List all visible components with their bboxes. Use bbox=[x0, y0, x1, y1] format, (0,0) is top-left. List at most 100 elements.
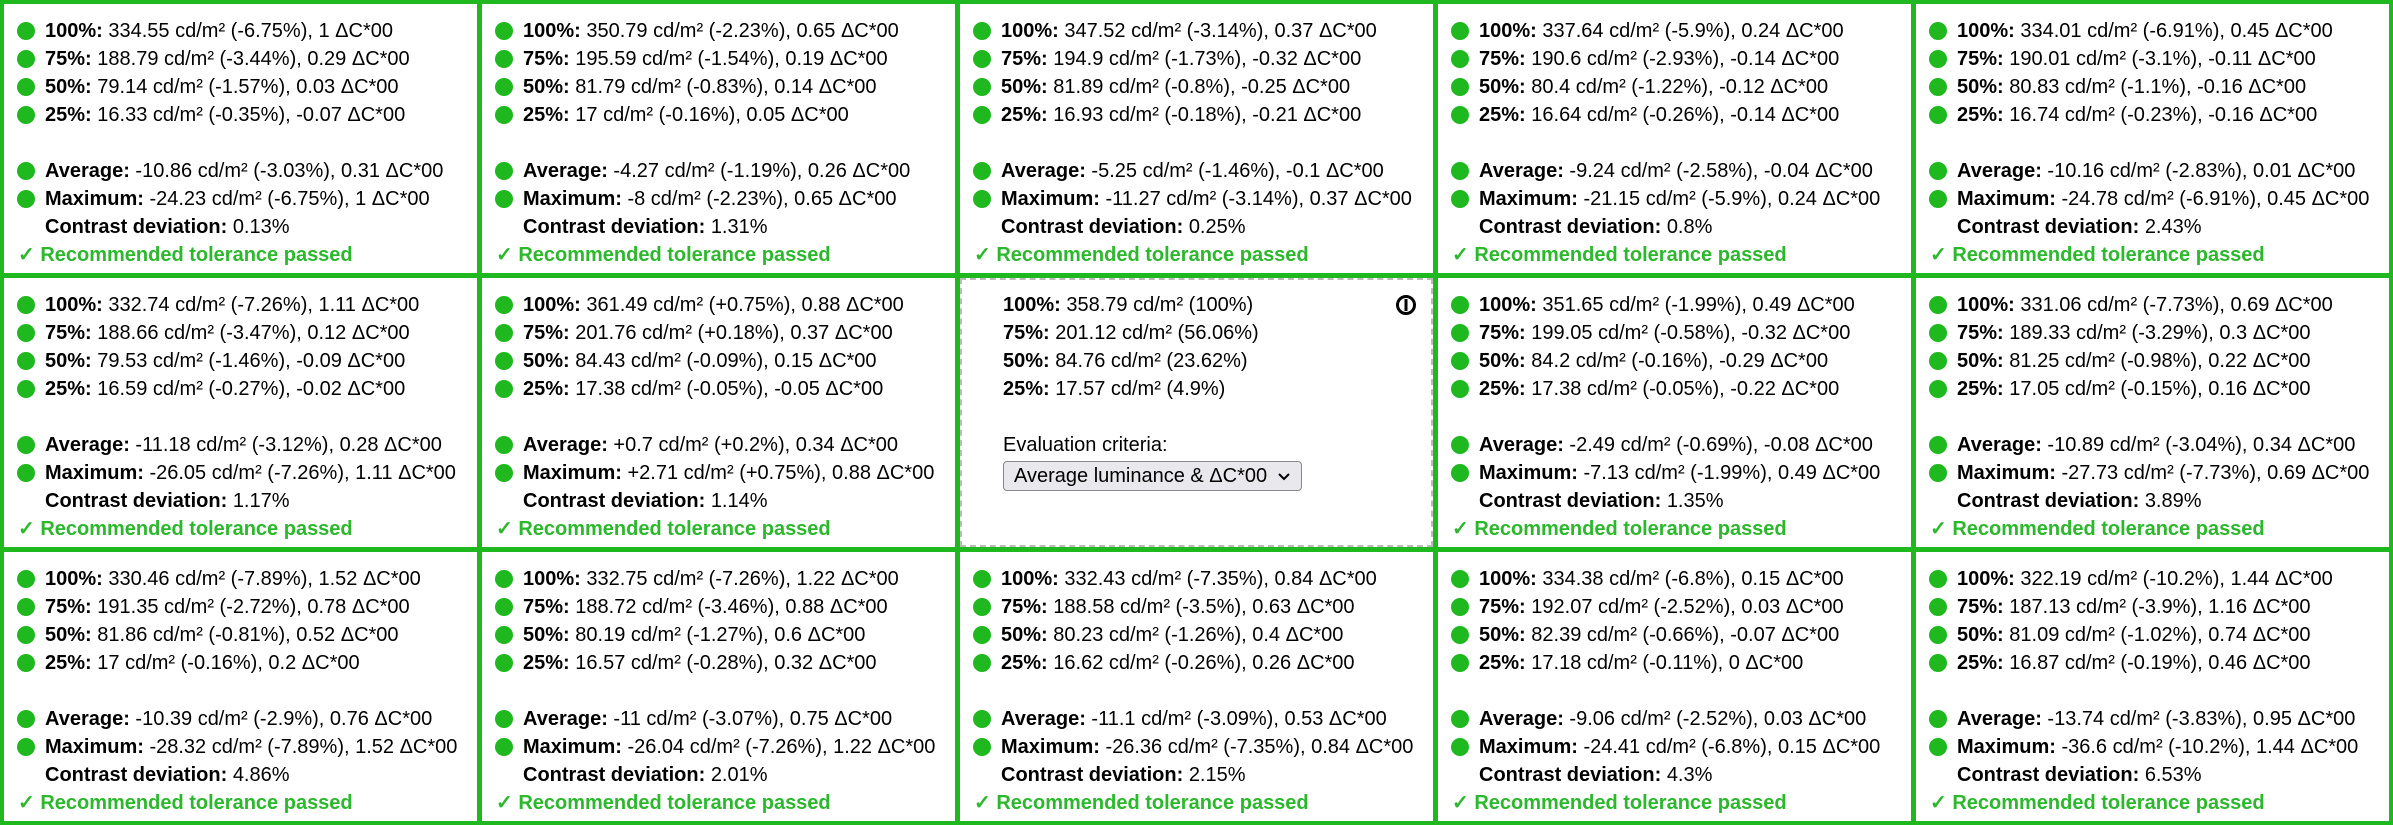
spacer bbox=[4, 403, 477, 431]
status-dot bbox=[1451, 106, 1469, 124]
label: Average: bbox=[523, 160, 608, 182]
value: -10.86 cd/m² (-3.03%), 0.31 ΔC*00 bbox=[135, 160, 444, 182]
label: Maximum: bbox=[1001, 188, 1100, 210]
verdict: ✓ Recommended tolerance passed bbox=[496, 518, 831, 540]
status-dot bbox=[495, 162, 513, 180]
label: Average: bbox=[45, 160, 130, 182]
average-row: Average: +0.7 cd/m² (+0.2%), 0.34 ΔC*00 bbox=[482, 431, 955, 459]
verdict: ✓ Recommended tolerance passed bbox=[974, 244, 1309, 266]
label: 75%: bbox=[1957, 322, 2004, 344]
maximum-row: Maximum: -21.15 cd/m² (-5.9%), 0.24 ΔC*0… bbox=[1438, 185, 1911, 213]
label: Contrast deviation: bbox=[45, 216, 228, 238]
status-dot bbox=[1451, 352, 1469, 370]
level-row: 75%: 201.12 cd/m² (56.06%) bbox=[962, 319, 1431, 347]
grid-cell: 100%: 337.64 cd/m² (-5.9%), 0.24 ΔC*00 75… bbox=[1438, 4, 1911, 273]
grid-cell: 100%: 332.43 cd/m² (-7.35%), 0.84 ΔC*00 7… bbox=[960, 552, 1433, 821]
label: 75%: bbox=[523, 596, 570, 618]
value: 17 cd/m² (-0.16%), 0.05 ΔC*00 bbox=[575, 104, 849, 126]
label: Contrast deviation: bbox=[1001, 764, 1184, 786]
contrast-row: Contrast deviation: 6.53% bbox=[1916, 761, 2389, 789]
level-row: 25%: 16.57 cd/m² (-0.28%), 0.32 ΔC*00 bbox=[482, 649, 955, 677]
label: Maximum: bbox=[45, 188, 144, 210]
value: 188.58 cd/m² (-3.5%), 0.63 ΔC*00 bbox=[1053, 596, 1355, 618]
average-row: Average: -11.1 cd/m² (-3.09%), 0.53 ΔC*0… bbox=[960, 705, 1433, 733]
level-row: 50%: 80.19 cd/m² (-1.27%), 0.6 ΔC*00 bbox=[482, 621, 955, 649]
status-dot bbox=[1451, 464, 1469, 482]
average-row: Average: -4.27 cd/m² (-1.19%), 0.26 ΔC*0… bbox=[482, 157, 955, 185]
label: 25%: bbox=[1479, 378, 1526, 400]
verdict: ✓ Recommended tolerance passed bbox=[1930, 792, 2265, 814]
value: -5.25 cd/m² (-1.46%), -0.1 ΔC*00 bbox=[1091, 160, 1384, 182]
level-row: 100%: 361.49 cd/m² (+0.75%), 0.88 ΔC*00 bbox=[482, 291, 955, 319]
average-row: Average: -10.16 cd/m² (-2.83%), 0.01 ΔC*… bbox=[1916, 157, 2389, 185]
label: 50%: bbox=[45, 350, 92, 372]
label: 75%: bbox=[1003, 322, 1050, 344]
value: 332.75 cd/m² (-7.26%), 1.22 ΔC*00 bbox=[586, 568, 899, 590]
level-row: 100%: 347.52 cd/m² (-3.14%), 0.37 ΔC*00 bbox=[960, 17, 1433, 45]
status-dot bbox=[973, 78, 991, 96]
level-row: 50%: 82.39 cd/m² (-0.66%), -0.07 ΔC*00 bbox=[1438, 621, 1911, 649]
label: Maximum: bbox=[1957, 462, 2056, 484]
label: 25%: bbox=[1957, 378, 2004, 400]
level-row: 50%: 79.14 cd/m² (-1.57%), 0.03 ΔC*00 bbox=[4, 73, 477, 101]
status-dot bbox=[495, 78, 513, 96]
value: 82.39 cd/m² (-0.66%), -0.07 ΔC*00 bbox=[1531, 624, 1840, 646]
level-row: 25%: 16.74 cd/m² (-0.23%), -0.16 ΔC*00 bbox=[1916, 101, 2389, 129]
status-dot bbox=[1929, 436, 1947, 454]
status-dot bbox=[17, 296, 35, 314]
label: Average: bbox=[1479, 160, 1564, 182]
value: 17.38 cd/m² (-0.05%), -0.05 ΔC*00 bbox=[575, 378, 884, 400]
spacer bbox=[482, 129, 955, 157]
level-row: 100%: 331.06 cd/m² (-7.73%), 0.69 ΔC*00 bbox=[1916, 291, 2389, 319]
status-dot bbox=[1451, 190, 1469, 208]
label: Maximum: bbox=[523, 462, 622, 484]
grid-cell: 100%: 334.01 cd/m² (-6.91%), 0.45 ΔC*00 7… bbox=[1916, 4, 2389, 273]
grid-cell: 100%: 332.74 cd/m² (-7.26%), 1.11 ΔC*00 7… bbox=[4, 278, 477, 547]
status-dot bbox=[1451, 626, 1469, 644]
label: 50%: bbox=[1957, 350, 2004, 372]
label: Average: bbox=[45, 434, 130, 456]
contrast-row: Contrast deviation: 2.15% bbox=[960, 761, 1433, 789]
value: 80.83 cd/m² (-1.1%), -0.16 ΔC*00 bbox=[2009, 76, 2307, 98]
value: +2.71 cd/m² (+0.75%), 0.88 ΔC*00 bbox=[627, 462, 935, 484]
label: Contrast deviation: bbox=[1957, 490, 2140, 512]
status-dot bbox=[973, 654, 991, 672]
label: Contrast deviation: bbox=[523, 216, 706, 238]
label: 100%: bbox=[1001, 568, 1059, 590]
label: Maximum: bbox=[45, 736, 144, 758]
grid-cell: 100%: 322.19 cd/m² (-10.2%), 1.44 ΔC*00 7… bbox=[1916, 552, 2389, 821]
value: 4.3% bbox=[1666, 764, 1713, 786]
value: -28.32 cd/m² (-7.89%), 1.52 ΔC*00 bbox=[149, 736, 458, 758]
label: Contrast deviation: bbox=[1479, 216, 1662, 238]
status-dot bbox=[973, 106, 991, 124]
label: 75%: bbox=[1479, 596, 1526, 618]
label: 50%: bbox=[1957, 624, 2004, 646]
level-row: 25%: 17.05 cd/m² (-0.15%), 0.16 ΔC*00 bbox=[1916, 375, 2389, 403]
status-dot bbox=[973, 738, 991, 756]
value: 2.01% bbox=[710, 764, 768, 786]
status-dot bbox=[1929, 626, 1947, 644]
level-row: 75%: 199.05 cd/m² (-0.58%), -0.32 ΔC*00 bbox=[1438, 319, 1911, 347]
contrast-row: Contrast deviation: 4.3% bbox=[1438, 761, 1911, 789]
label: Maximum: bbox=[523, 188, 622, 210]
criteria-select[interactable]: Average luminance & ΔC*00 bbox=[1003, 461, 1303, 491]
value: 0.8% bbox=[1666, 216, 1713, 238]
status-dot bbox=[495, 296, 513, 314]
label: Maximum: bbox=[1001, 736, 1100, 758]
level-row: 50%: 80.83 cd/m² (-1.1%), -0.16 ΔC*00 bbox=[1916, 73, 2389, 101]
label: Maximum: bbox=[1957, 188, 2056, 210]
value: 358.79 cd/m² (100%) bbox=[1066, 294, 1254, 316]
value: 332.43 cd/m² (-7.35%), 0.84 ΔC*00 bbox=[1064, 568, 1377, 590]
status-dot bbox=[1929, 50, 1947, 68]
status-dot bbox=[17, 570, 35, 588]
label: 25%: bbox=[45, 104, 92, 126]
maximum-row: Maximum: -24.23 cd/m² (-6.75%), 1 ΔC*00 bbox=[4, 185, 477, 213]
level-row: 25%: 17.38 cd/m² (-0.05%), -0.22 ΔC*00 bbox=[1438, 375, 1911, 403]
grid-cell: 100%: 361.49 cd/m² (+0.75%), 0.88 ΔC*00 7… bbox=[482, 278, 955, 547]
level-row: 100%: 332.75 cd/m² (-7.26%), 1.22 ΔC*00 bbox=[482, 565, 955, 593]
status-dot bbox=[495, 22, 513, 40]
value: 16.57 cd/m² (-0.28%), 0.32 ΔC*00 bbox=[575, 652, 877, 674]
level-row: 75%: 190.01 cd/m² (-3.1%), -0.11 ΔC*00 bbox=[1916, 45, 2389, 73]
status-dot bbox=[17, 464, 35, 482]
value: -26.04 cd/m² (-7.26%), 1.22 ΔC*00 bbox=[627, 736, 936, 758]
